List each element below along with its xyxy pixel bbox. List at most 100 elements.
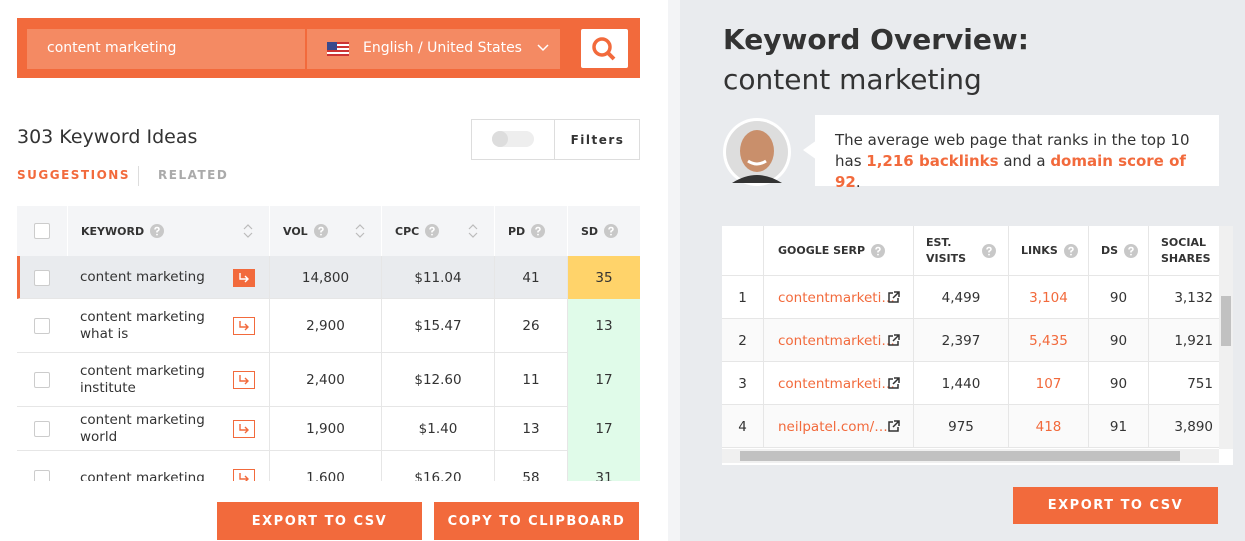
metric-cell: 35	[567, 256, 640, 299]
metric-cell: 1,600	[269, 451, 381, 481]
serp-url: contentmarketi…	[763, 362, 895, 405]
keyword-table: KEYWORD VOL CPC PD SD content marketing 14,800…	[17, 206, 640, 481]
external-link-icon[interactable]	[888, 291, 900, 303]
serp-row	[722, 405, 1219, 448]
keyword-link-icon[interactable]	[233, 371, 255, 389]
help-icon[interactable]	[531, 224, 546, 238]
help-icon[interactable]	[425, 224, 440, 238]
metric-cell: $16.20	[381, 451, 494, 481]
keyword-cell: content marketing	[80, 269, 205, 285]
locale-select[interactable]	[307, 29, 560, 69]
serp-metric: 3,890	[1148, 405, 1219, 448]
column-title: KEYWORD	[81, 224, 145, 238]
serp-column-title: SOCIAL SHARES	[1161, 236, 1211, 265]
filters-button[interactable]: Filters	[554, 119, 640, 160]
metric-cell: 17	[567, 407, 640, 451]
metric-cell: 31	[567, 451, 640, 481]
table-row	[17, 353, 640, 407]
serp-column-header: EST. VISITS	[913, 226, 1008, 276]
metric-cell: $11.04	[381, 256, 494, 299]
metric-cell: 1,900	[269, 407, 381, 451]
column-header: CPC	[381, 206, 494, 256]
serp-metric: 751	[1148, 362, 1219, 405]
note-text: and a	[1003, 152, 1046, 170]
bubble-tail	[803, 140, 817, 160]
serp-rank: 2	[738, 332, 747, 349]
row-checkbox	[34, 318, 50, 334]
serp-metric: 90	[1088, 276, 1148, 319]
serp-column-title: GOOGLE SERP	[778, 244, 866, 257]
export-button[interactable]: EXPORT TO CSV	[217, 502, 422, 540]
help-icon[interactable]	[871, 244, 886, 258]
keyword-cell: content marketing world	[80, 412, 205, 445]
note-text: The average web page that ranks in the t…	[835, 131, 1190, 170]
metric-cell: 14,800	[269, 256, 381, 299]
column-title: CPC	[395, 224, 420, 238]
serp-rank: 1	[738, 289, 747, 306]
metric-cell: $15.47	[381, 299, 494, 353]
h-scrollbar[interactable]	[722, 449, 1219, 463]
serp-column-header: LINKS	[1008, 226, 1088, 276]
filter-box	[471, 119, 640, 160]
keyword-cell: content marketing	[80, 469, 205, 482]
sort-icon[interactable]	[355, 223, 365, 239]
tab-suggestions[interactable]: SUGGESTIONS	[17, 168, 130, 182]
help-icon[interactable]	[313, 224, 328, 238]
column-title: VOL	[283, 224, 308, 238]
search-input[interactable]: content marketing	[27, 29, 305, 69]
column-header: SD	[567, 206, 640, 256]
serp-metric: 1,921	[1148, 319, 1219, 362]
keyword-link-icon[interactable]	[233, 317, 255, 335]
v-scrollbar[interactable]	[1219, 226, 1233, 449]
sort-icon[interactable]	[468, 223, 478, 239]
external-link-icon[interactable]	[888, 334, 900, 346]
help-icon[interactable]	[604, 224, 619, 238]
row-checkbox	[34, 223, 50, 239]
keyword-link-icon[interactable]	[233, 268, 255, 287]
metric-cell: 13	[494, 407, 567, 451]
avatar	[723, 118, 791, 186]
serp-metric: 5,435	[1008, 319, 1088, 362]
metric-cell: $1.40	[381, 407, 494, 451]
help-icon[interactable]	[1124, 244, 1139, 258]
help-icon[interactable]	[982, 244, 996, 258]
tab-divider	[138, 166, 139, 186]
serp-rank-header	[722, 226, 763, 276]
serp-row	[722, 319, 1219, 362]
locale-label: English / United States	[363, 40, 522, 56]
tab-related[interactable]: RELATED	[158, 168, 229, 182]
row-checkbox	[34, 421, 50, 437]
serp-rank: 3	[738, 375, 747, 392]
keyword-link-icon[interactable]	[233, 469, 255, 481]
serp-metric: 4,499	[913, 276, 1008, 319]
h-thumb	[740, 451, 1180, 461]
help-icon[interactable]	[150, 224, 165, 238]
serp-url: contentmarketi…	[763, 319, 895, 362]
metric-cell: 2,900	[269, 299, 381, 353]
table-row	[17, 299, 640, 353]
metric-cell: 2,400	[269, 353, 381, 407]
toggle[interactable]	[492, 131, 534, 147]
serp-metric: 90	[1088, 319, 1148, 362]
ideas-count: 303 Keyword Ideas	[17, 126, 198, 148]
note-bubble: The average web page that ranks in the t…	[815, 115, 1219, 191]
keyword-link-icon[interactable]	[233, 420, 255, 438]
metric-cell: 17	[567, 353, 640, 407]
external-link-icon[interactable]	[888, 420, 900, 432]
copy-button[interactable]: COPY TO CLIPBOARD	[434, 502, 639, 540]
serp-column-title: LINKS	[1021, 244, 1058, 257]
serp-column-title: EST. VISITS	[926, 236, 967, 265]
help-icon[interactable]	[1063, 244, 1078, 258]
external-link-icon[interactable]	[888, 377, 900, 389]
note-backlinks: 1,216 backlinks	[866, 152, 999, 170]
metric-cell: 26	[494, 299, 567, 353]
table-row	[17, 256, 640, 299]
serp-column-title: DS	[1101, 244, 1119, 257]
search-button[interactable]	[581, 29, 628, 68]
title-keyword: content marketing	[723, 63, 982, 96]
metric-cell: 13	[567, 299, 640, 353]
v-thumb	[1221, 296, 1231, 346]
sort-icon[interactable]	[243, 223, 253, 239]
serp-export-button[interactable]: EXPORT TO CSV	[1013, 487, 1218, 524]
